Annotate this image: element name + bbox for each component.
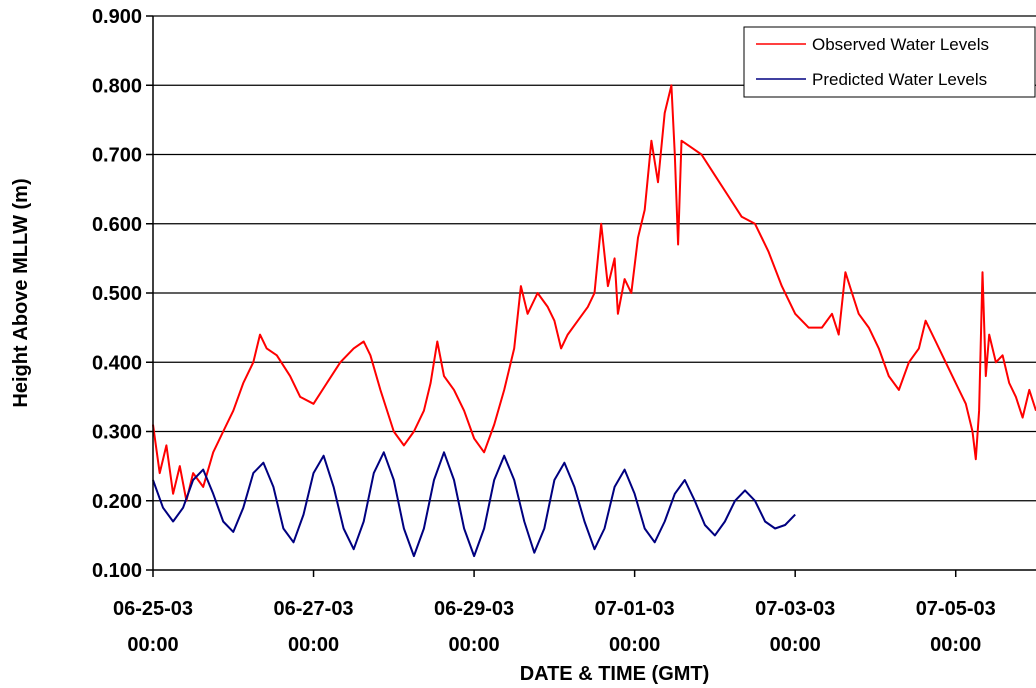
y-tick-label: 0.600 [92, 214, 142, 236]
x-axis-title: DATE & TIME (GMT) [520, 663, 710, 685]
legend-predicted-label: Predicted Water Levels [812, 70, 987, 89]
x-tick-time-label: 00:00 [609, 634, 660, 656]
x-tick-date-label: 07-03-03 [755, 598, 835, 620]
x-axis-ticks: 06-25-03 00:00 06-27-03 00:00 06-29-03 00:00 0… [113, 570, 996, 656]
x-tick-time-label: 00:00 [930, 634, 981, 656]
y-tick-label: 0.500 [92, 283, 142, 305]
x-tick-date-label: 07-05-03 [916, 598, 996, 620]
y-tick-label: 0.300 [92, 422, 142, 444]
predicted-water-levels-line [152, 451, 796, 558]
observed-water-levels-line [152, 84, 1036, 502]
x-tick-time-label: 00:00 [770, 634, 821, 656]
x-tick-date-label: 06-25-03 [113, 598, 193, 620]
series-lines [152, 84, 1036, 558]
y-tick-label: 0.200 [92, 491, 142, 513]
legend: Observed Water Levels Predicted Water Le… [743, 26, 1036, 98]
y-tick-label: 0.700 [92, 145, 142, 167]
y-axis-ticks: 0.100 0.200 0.300 0.400 0.500 0.600 0.700 0.800… [92, 6, 153, 582]
x-tick-date-label: 07-01-03 [595, 598, 675, 620]
x-tick-time-label: 00:00 [449, 634, 500, 656]
x-tick-date-label: 06-29-03 [434, 598, 514, 620]
legend-observed-label: Observed Water Levels [812, 35, 989, 54]
y-axis-title: Height Above MLLW (m) [10, 178, 32, 407]
y-tick-label: 0.900 [92, 6, 142, 28]
x-tick-time-label: 00:00 [127, 634, 178, 656]
y-tick-label: 0.100 [92, 560, 142, 582]
x-tick-time-label: 00:00 [288, 634, 339, 656]
legend-box [743, 26, 1036, 98]
y-tick-label: 0.400 [92, 352, 142, 374]
x-tick-date-label: 06-27-03 [274, 598, 354, 620]
gridlines [153, 15, 1036, 502]
y-tick-label: 0.800 [92, 75, 142, 97]
